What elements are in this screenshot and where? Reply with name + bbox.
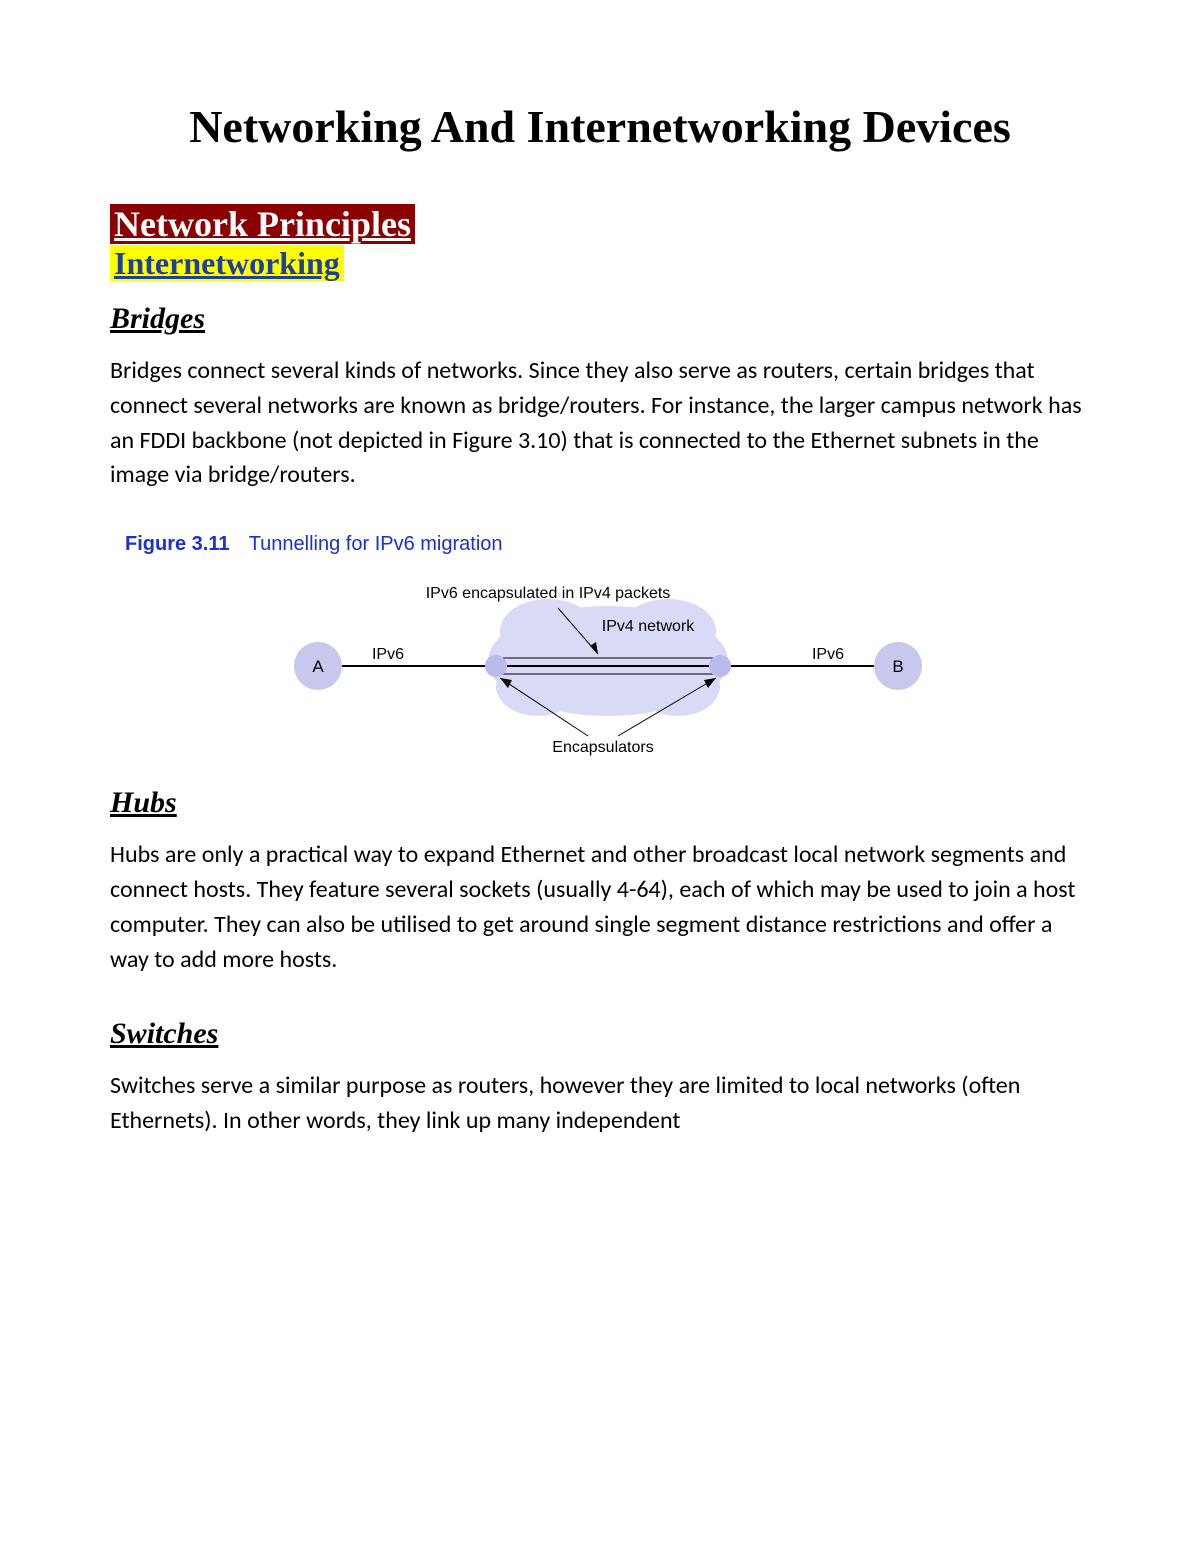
- encapsulator-right: [709, 655, 731, 677]
- heading-internetworking: Internetworking: [110, 245, 344, 281]
- left-link-label: IPv6: [371, 646, 403, 663]
- document-page: Networking And Internetworking Devices N…: [0, 0, 1200, 1553]
- document-title: Networking And Internetworking Devices: [110, 100, 1090, 153]
- figure-number: Figure 3.11: [125, 533, 230, 555]
- figure-wrapper: Figure 3.11 Tunnelling for IPv6 migratio…: [125, 533, 1090, 756]
- paragraph-hubs: Hubs are only a practical way to expand …: [110, 838, 1090, 977]
- node-b-label: B: [892, 657, 903, 676]
- paragraph-bridges: Bridges connect several kinds of network…: [110, 354, 1090, 493]
- figure-diagram: A B IPv6 IPv6 IPv4 network IPv6 encapsul…: [258, 576, 958, 756]
- top-label: IPv6 encapsulated in IPv4 packets: [425, 585, 670, 602]
- figure-caption: Figure 3.11 Tunnelling for IPv6 migratio…: [125, 533, 1090, 556]
- figure-title: Tunnelling for IPv6 migration: [249, 533, 503, 555]
- bottom-label: Encapsulators: [552, 739, 653, 756]
- heading-block: Network Principles Internetworking: [110, 203, 1090, 282]
- section-heading-hubs: Hubs: [110, 786, 1090, 820]
- cloud-label: IPv4 network: [601, 618, 694, 635]
- right-link-label: IPv6: [811, 646, 843, 663]
- section-heading-bridges: Bridges: [110, 302, 1090, 336]
- node-a-label: A: [312, 657, 324, 676]
- heading-network-principles: Network Principles: [110, 204, 415, 244]
- section-heading-switches: Switches: [110, 1017, 1090, 1051]
- encapsulator-left: [485, 655, 507, 677]
- paragraph-switches: Switches serve a similar purpose as rout…: [110, 1069, 1090, 1139]
